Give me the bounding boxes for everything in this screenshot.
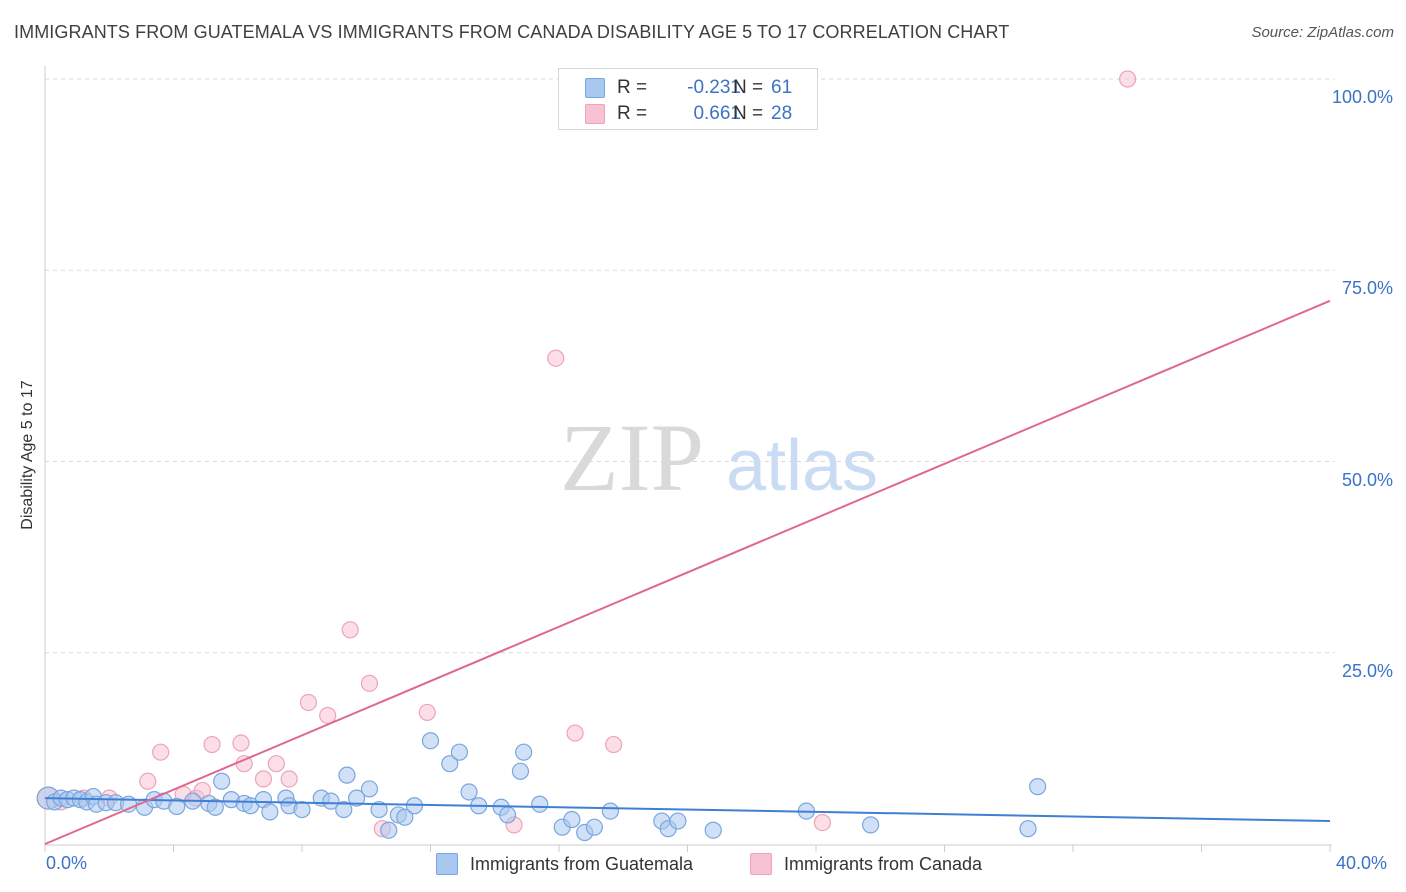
guatemala-point <box>531 795 549 813</box>
guatemala-point <box>380 821 398 839</box>
guatemala-point <box>450 743 469 761</box>
x-tick-max: 40.0% <box>1336 853 1388 873</box>
guatemala-point <box>862 816 880 834</box>
canada-point <box>232 734 250 752</box>
canada-trend-line <box>44 299 1331 845</box>
trend-lines <box>44 299 1331 845</box>
canada-point <box>203 735 221 754</box>
legend-swatch-guatemala <box>436 853 458 875</box>
guatemala-point <box>1019 820 1037 838</box>
legend-n-value: 61 <box>771 77 793 98</box>
guatemala-point <box>585 818 603 836</box>
correlation-legend: R = -0.231 N = 61 R = 0.661 N = 28 <box>558 68 818 130</box>
legend-n-label: N = <box>733 77 764 98</box>
guatemala-point <box>348 789 366 807</box>
legend-n-value: 28 <box>771 103 793 124</box>
guatemala-point <box>601 802 620 820</box>
legend-swatch-guatemala <box>585 78 605 98</box>
y-tick-label: 25.0% <box>1341 660 1393 681</box>
canada-point <box>1119 70 1137 88</box>
guatemala-point <box>213 772 231 790</box>
guatemala-point <box>460 783 478 801</box>
y-tick-label: 75.0% <box>1341 278 1393 299</box>
legend-row-guatemala: R = -0.231 N = 61 <box>585 77 805 99</box>
grid-lines <box>45 78 1335 654</box>
canada-point <box>341 621 359 639</box>
legend-n-label: N = <box>733 103 764 124</box>
series-guatemala-points <box>36 732 1047 842</box>
canada-point <box>139 772 157 790</box>
guatemala-point <box>421 732 440 750</box>
canada-point <box>267 755 285 773</box>
canada-point <box>605 735 623 754</box>
legend-swatch-canada <box>585 104 605 124</box>
guatemala-point <box>322 792 340 810</box>
chart-title: IMMIGRANTS FROM GUATEMALA VS IMMIGRANTS … <box>14 22 1010 42</box>
canada-point <box>418 703 436 722</box>
legend-item-canada: Immigrants from Canada <box>750 852 982 876</box>
legend-r-label: R = <box>617 103 648 124</box>
canada-point <box>547 349 565 367</box>
legend-label-canada: Immigrants from Canada <box>784 853 983 874</box>
watermark-zip: ZIP <box>560 404 704 511</box>
legend-r-value: -0.231 <box>687 77 741 98</box>
guatemala-point <box>1029 778 1047 796</box>
canada-point <box>813 813 832 832</box>
guatemala-point <box>499 806 517 824</box>
canada-point <box>254 770 273 788</box>
axes <box>44 66 1332 852</box>
x-tick-min: 0.0% <box>46 853 88 873</box>
watermark-atlas: atlas <box>726 426 878 506</box>
legend-item-guatemala: Immigrants from Guatemala <box>436 852 693 876</box>
guatemala-point <box>669 812 687 830</box>
guatemala-point <box>396 808 414 826</box>
legend-r-label: R = <box>617 77 648 98</box>
source-note: Source: ZipAtlas.com <box>1251 24 1394 41</box>
guatemala-point <box>293 800 311 819</box>
canada-point <box>152 743 170 761</box>
canada-point <box>299 693 318 712</box>
guatemala-point <box>168 797 186 816</box>
y-tick-label: 100.0% <box>1331 87 1393 107</box>
guatemala-point <box>441 755 459 773</box>
guatemala-point <box>563 810 581 829</box>
guatemala-point <box>261 803 279 821</box>
guatemala-point <box>360 780 379 798</box>
guatemala-point <box>511 762 530 780</box>
canada-point <box>566 724 584 742</box>
legend-r-value: 0.661 <box>693 103 741 124</box>
guatemala-point <box>335 800 353 819</box>
legend-swatch-canada <box>750 853 772 875</box>
legend-label-guatemala: Immigrants from Guatemala <box>470 853 694 874</box>
guatemala-point <box>206 798 224 816</box>
guatemala-point <box>704 821 722 839</box>
guatemala-trend-line <box>44 797 1331 823</box>
legend-row-canada: R = 0.661 N = 28 <box>585 103 805 125</box>
guatemala-point <box>515 743 533 761</box>
canada-point <box>360 674 379 692</box>
watermark: ZIP atlas <box>560 404 878 511</box>
canada-point <box>280 770 298 788</box>
y-tick-label: 50.0% <box>1341 469 1393 490</box>
guatemala-point <box>338 766 356 784</box>
guatemala-point <box>370 800 388 819</box>
